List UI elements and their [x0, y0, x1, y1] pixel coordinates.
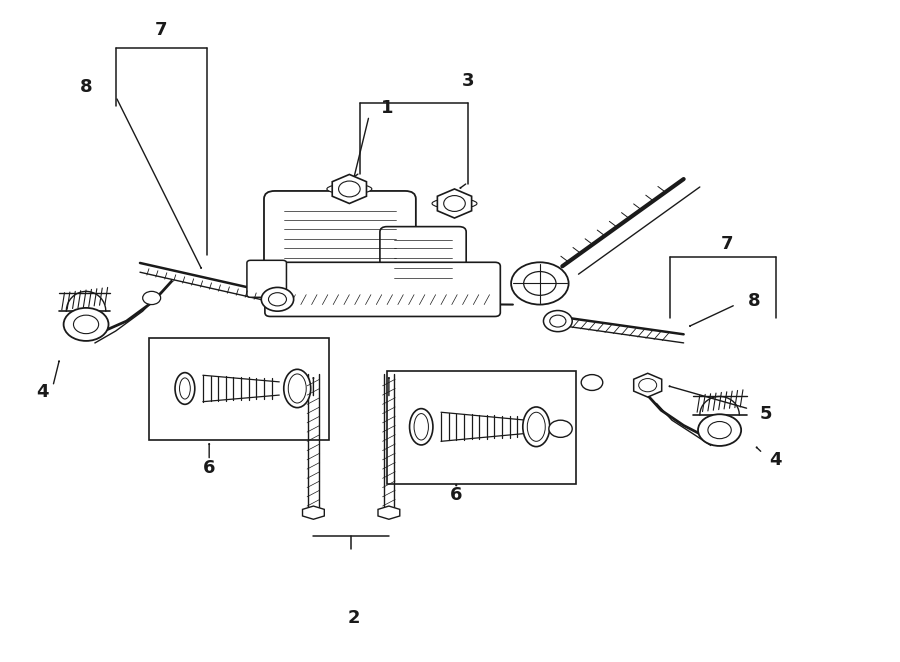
Text: 7: 7 [721, 235, 733, 253]
Ellipse shape [327, 184, 372, 194]
Circle shape [338, 181, 360, 197]
Circle shape [639, 379, 657, 392]
FancyBboxPatch shape [247, 260, 286, 297]
Circle shape [64, 308, 109, 341]
Circle shape [708, 422, 732, 439]
Polygon shape [302, 506, 324, 519]
Polygon shape [634, 373, 661, 397]
Circle shape [74, 315, 99, 334]
Ellipse shape [284, 369, 310, 408]
Circle shape [549, 420, 572, 438]
Circle shape [550, 315, 566, 327]
Text: 7: 7 [155, 21, 166, 40]
Circle shape [268, 293, 286, 306]
Circle shape [581, 375, 603, 391]
Polygon shape [378, 506, 400, 519]
Circle shape [544, 310, 572, 332]
Ellipse shape [432, 199, 477, 209]
Ellipse shape [179, 378, 190, 399]
FancyBboxPatch shape [380, 226, 466, 293]
Text: 5: 5 [760, 404, 772, 422]
Text: 1: 1 [381, 99, 393, 117]
Text: 2: 2 [347, 609, 360, 628]
Ellipse shape [410, 408, 433, 445]
Ellipse shape [175, 373, 194, 404]
Circle shape [143, 291, 160, 305]
Polygon shape [437, 189, 472, 218]
Text: 8: 8 [80, 77, 93, 95]
Ellipse shape [523, 407, 550, 447]
FancyBboxPatch shape [264, 191, 416, 279]
FancyBboxPatch shape [265, 262, 500, 316]
Circle shape [524, 271, 556, 295]
Polygon shape [332, 174, 366, 203]
Ellipse shape [527, 412, 545, 442]
Ellipse shape [288, 374, 306, 403]
Circle shape [444, 195, 465, 211]
Text: 4: 4 [37, 383, 50, 401]
Text: 6: 6 [450, 486, 463, 504]
Circle shape [261, 287, 293, 311]
Text: 6: 6 [202, 459, 215, 477]
Text: 4: 4 [769, 451, 781, 469]
Circle shape [698, 414, 742, 446]
Circle shape [511, 262, 569, 305]
Ellipse shape [414, 414, 428, 440]
Text: 3: 3 [462, 72, 474, 90]
Text: 8: 8 [747, 292, 760, 310]
